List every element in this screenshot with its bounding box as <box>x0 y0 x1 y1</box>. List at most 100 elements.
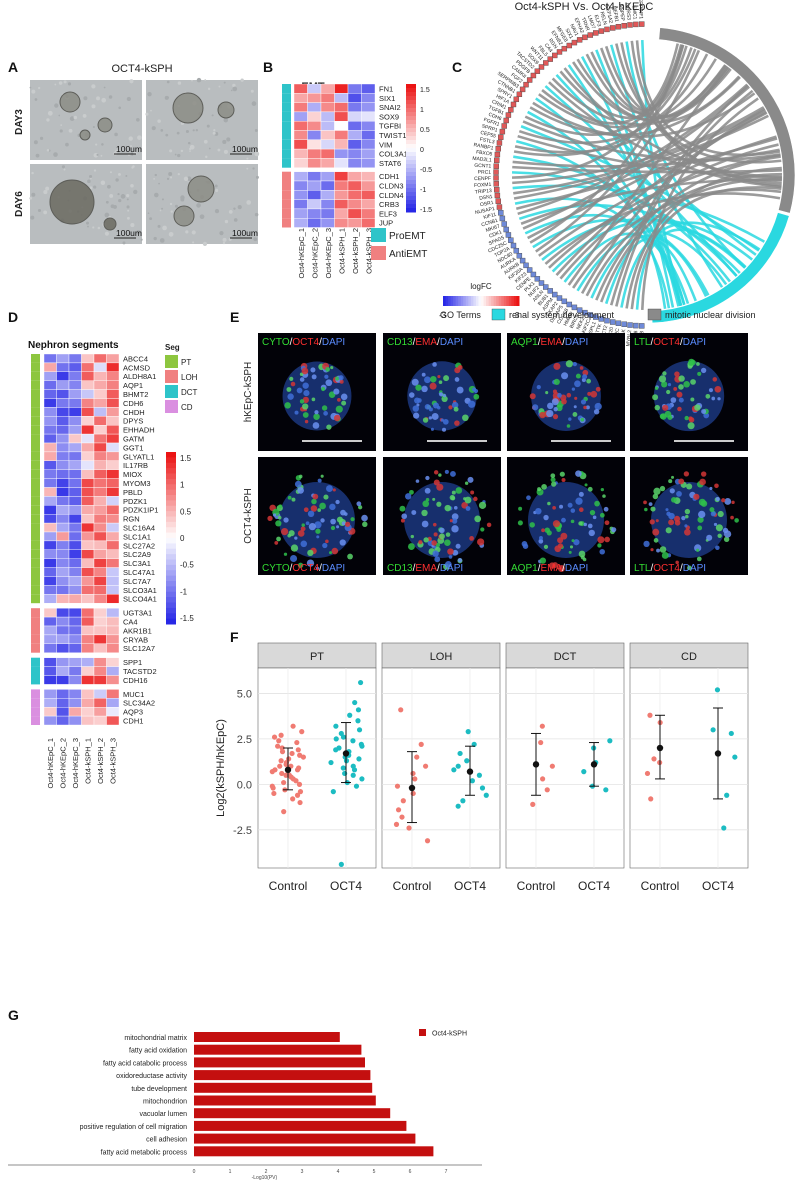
data-point <box>544 787 550 793</box>
texture-dot <box>246 167 249 170</box>
cell-signal <box>278 504 283 509</box>
scale-tick: -1.5 <box>180 614 194 623</box>
caption-segment: CD13 <box>387 563 413 574</box>
texture-dot <box>136 117 140 122</box>
heatmap-cell <box>106 522 120 533</box>
texture-dot <box>164 95 169 100</box>
bar-category-label: vacuolar lumen <box>140 1111 188 1118</box>
chord-link <box>630 186 782 310</box>
color-scale-segment <box>406 92 416 97</box>
cell-signal <box>423 537 429 543</box>
gene-label: SLCO4A1 <box>123 595 157 604</box>
heatmap-cell <box>81 514 95 524</box>
scale-tick: -0.5 <box>420 167 432 174</box>
seg-legend-label: DCT <box>181 388 198 397</box>
cell-signal <box>547 501 551 506</box>
circos-gene-label: NEK2 <box>575 316 586 331</box>
cell-signal <box>694 404 701 411</box>
chord-link <box>609 84 749 306</box>
caption-segment: / <box>290 563 293 574</box>
heatmap-cell <box>307 93 322 103</box>
texture-dot <box>232 83 236 88</box>
facet-label: LOH <box>430 651 453 663</box>
cell-signal <box>595 386 601 392</box>
cell-signal <box>433 470 439 475</box>
heatmap-cell <box>81 469 95 479</box>
cell-signal <box>604 536 610 543</box>
cell-signal <box>603 506 609 512</box>
cell-signal <box>287 533 292 538</box>
cell-signal <box>551 481 557 487</box>
gene-logfc-cell <box>639 323 645 329</box>
heatmap-cell <box>93 478 107 488</box>
cell-signal <box>464 496 472 504</box>
cell-signal <box>478 501 487 509</box>
heatmap-cell <box>68 416 82 426</box>
cell-signal <box>310 505 318 512</box>
heatmap-cell <box>106 487 120 497</box>
cell-signal <box>686 483 693 490</box>
data-point <box>355 718 361 724</box>
texture-dot <box>147 212 150 214</box>
heatmap-cell <box>68 433 82 444</box>
row-label-oct4: OCT4-kSPH <box>243 488 254 544</box>
data-point <box>281 779 287 786</box>
facet-label: PT <box>310 651 324 663</box>
cell-signal <box>298 474 303 479</box>
circos-gene-label: MAD2L1 <box>472 156 492 164</box>
cell-signal <box>454 377 460 382</box>
cell-signal <box>643 540 650 547</box>
heatmap-cell <box>347 171 362 182</box>
cell-signal <box>324 374 329 379</box>
cell-signal <box>433 532 438 537</box>
texture-dot <box>153 236 157 241</box>
logfc-gradient <box>511 296 515 306</box>
data-point <box>455 803 461 809</box>
cell-signal <box>431 540 437 546</box>
heatmap-cell <box>68 505 82 515</box>
caption-segment: LTL <box>634 337 651 348</box>
scale-bar-label: 100um <box>232 228 258 238</box>
texture-dot <box>230 89 233 92</box>
caption-segment: EMA <box>540 337 562 348</box>
heatmap-cell <box>347 190 362 200</box>
heatmap-cell <box>43 616 57 627</box>
circos-gene-label: PRC1 <box>478 170 492 176</box>
texture-dot <box>159 209 162 212</box>
sample-label: Oct4-hKEpC_1 <box>46 738 55 788</box>
gene-label: MYOM3 <box>123 479 151 488</box>
texture-dot <box>177 172 180 176</box>
heatmap-cell <box>106 707 120 717</box>
cell-signal <box>578 491 584 497</box>
cell-signal <box>307 510 315 518</box>
circos-gene-label: CDK1 <box>488 229 503 239</box>
color-scale-segment <box>166 618 176 625</box>
cell-signal <box>289 376 294 381</box>
segment-annotation-cell <box>31 634 40 644</box>
data-point <box>603 787 609 793</box>
mean-point <box>466 768 474 775</box>
gene-label: SLC2A9 <box>123 550 151 559</box>
cell-signal <box>654 404 661 411</box>
cell-signal <box>717 533 722 538</box>
color-scale-segment <box>406 160 416 165</box>
cell-signal <box>442 393 447 398</box>
logfc-gradient <box>445 296 449 306</box>
chord-link <box>590 235 708 299</box>
cell-signal <box>543 514 549 521</box>
cell-signal <box>567 502 573 508</box>
cell-signal <box>290 544 299 552</box>
heatmap-cell <box>93 540 107 551</box>
cell-signal <box>582 369 589 376</box>
texture-dot <box>154 173 158 177</box>
gene-label: CDH6 <box>123 399 143 408</box>
x-tick-label: 5 <box>373 1169 376 1175</box>
caption-segment: / <box>651 337 654 348</box>
heatmap-cell <box>334 199 349 210</box>
heatmap-cell <box>93 362 107 372</box>
bar-category-label: cell adhesion <box>146 1137 187 1144</box>
texture-dot <box>65 142 69 147</box>
spheroid <box>217 101 235 119</box>
texture-dot <box>205 155 208 159</box>
data-point <box>296 781 303 787</box>
